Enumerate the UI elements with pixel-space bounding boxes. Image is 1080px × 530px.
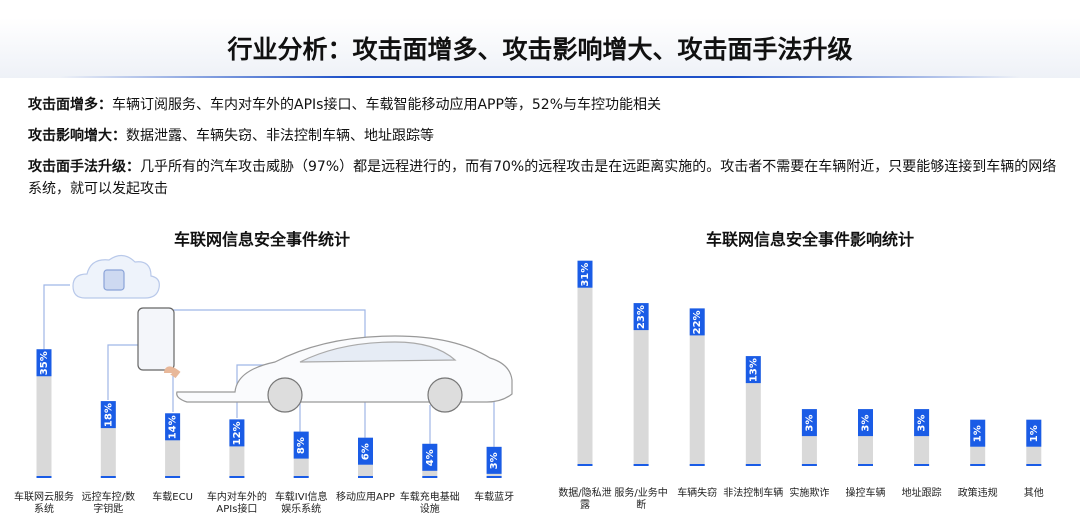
category-label: 政策违规 — [957, 488, 998, 499]
bar-cap — [689, 308, 705, 336]
bar — [689, 308, 705, 466]
value-label: 3% — [861, 415, 872, 432]
bar-cap — [801, 409, 817, 437]
value-label: 3% — [489, 452, 500, 469]
bar-base — [358, 476, 373, 478]
point: 攻击面增多：车辆订阅服务、车内对车外的APIs接口、车载智能移动应用APP等，5… — [28, 94, 1058, 116]
value-label: 12% — [232, 421, 243, 445]
chart-title: 车联网信息安全事件统计 — [173, 230, 350, 249]
category-label: 移动应用APP — [336, 492, 395, 503]
bar-cap — [36, 349, 52, 377]
car-wheel — [427, 377, 463, 413]
category-label: 远控车控/数字钥匙 — [81, 492, 135, 515]
bar-base — [100, 476, 116, 478]
category-label: 车载IVI信息娱乐系统 — [274, 492, 328, 515]
category-label: 车载蓝牙 — [474, 492, 515, 503]
category-label: 地址跟踪 — [901, 488, 942, 499]
value-label: 22% — [692, 310, 703, 334]
value-label: 23% — [636, 305, 647, 329]
point-text: 车辆订阅服务、车内对车外的APIs接口、车载智能移动应用APP等，52%与车控功… — [112, 97, 662, 113]
value-label: 4% — [425, 449, 436, 466]
car-wheel — [267, 377, 303, 413]
category-label: 数据/隐私泄露 — [558, 488, 612, 511]
bar-base — [970, 464, 986, 466]
point: 攻击影响增大：数据泄露、车辆失窃、非法控制车辆、地址跟踪等 — [28, 125, 1058, 147]
bar-cap — [745, 356, 761, 384]
bar-base — [745, 464, 761, 466]
bar-cap — [422, 443, 438, 471]
value-label: 35% — [39, 351, 50, 375]
bar-cap — [293, 431, 309, 459]
value-label: 3% — [804, 415, 815, 432]
point-text: 几乎所有的汽车攻击威胁（97%）都是远程进行的，而有70%的远程攻击是在远距离实… — [28, 159, 1057, 197]
category-label: 实施欺诈 — [789, 488, 830, 499]
bar-base — [633, 464, 649, 466]
bar-base — [422, 476, 438, 478]
value-label: 14% — [168, 415, 179, 439]
bar-cap — [229, 419, 245, 447]
hand — [164, 366, 181, 379]
point-label: 攻击面手法升级： — [28, 159, 140, 175]
bar-cap — [633, 303, 649, 331]
bar-cap — [577, 260, 593, 288]
value-label: 1% — [973, 425, 984, 442]
value-label: 3% — [917, 415, 928, 432]
value-label: 1% — [1029, 425, 1040, 442]
point: 攻击面手法升级：几乎所有的汽车攻击威胁（97%）都是远程进行的，而有70%的远程… — [28, 156, 1058, 200]
bar-base — [914, 464, 930, 466]
bar — [633, 303, 649, 466]
title-line — [60, 76, 1020, 78]
phone-icon — [137, 307, 175, 371]
bar-base — [293, 476, 309, 478]
bar-cap — [486, 446, 502, 474]
bar-cap — [358, 437, 373, 465]
value-label: 31% — [580, 263, 591, 287]
category-label: 操控车辆 — [845, 488, 886, 499]
category-label: 车载ECU — [152, 492, 193, 503]
bar-base — [36, 476, 52, 478]
value-label: 8% — [296, 437, 307, 454]
category-label: 车内对车外的APIs接口 — [206, 492, 267, 515]
bar — [577, 260, 593, 466]
connector — [43, 284, 70, 350]
point-label: 攻击影响增大： — [28, 128, 126, 144]
value-label: 13% — [748, 358, 759, 382]
chart-title: 车联网信息安全事件影响统计 — [705, 230, 914, 249]
bar-base — [858, 464, 873, 466]
category-label: 服务/业务中断 — [614, 488, 668, 511]
bar-cap — [970, 419, 986, 447]
bar-cap — [858, 409, 873, 437]
bar-cap — [914, 409, 930, 437]
title-band — [0, 18, 1080, 78]
connector — [107, 344, 140, 400]
category-label: 车联网云服务系统 — [14, 492, 74, 515]
value-label: 6% — [361, 443, 372, 460]
bar-cap — [165, 413, 181, 441]
bar — [36, 349, 52, 478]
car-window — [299, 341, 457, 363]
bar-base — [486, 476, 502, 478]
bar-base — [1026, 464, 1042, 466]
bar-cap — [100, 401, 116, 429]
bar-base — [577, 464, 593, 466]
illustration — [43, 254, 513, 448]
category-label: 非法控制车辆 — [723, 488, 784, 499]
bar-base — [689, 464, 705, 466]
value-label: 18% — [103, 403, 114, 427]
bar-base — [229, 476, 245, 478]
bar-base — [801, 464, 817, 466]
server-icon — [103, 269, 125, 291]
category-label: 其他 — [1023, 488, 1044, 499]
bar-base — [165, 476, 181, 478]
bar — [745, 356, 761, 466]
category-label: 车辆失窃 — [677, 488, 718, 499]
bar-cap — [1026, 419, 1042, 447]
category-label: 车载充电基础设施 — [399, 492, 460, 515]
point-text: 数据泄露、车辆失窃、非法控制车辆、地址跟踪等 — [126, 128, 434, 144]
point-label: 攻击面增多： — [28, 97, 112, 113]
slide-title: 行业分析：攻击面增多、攻击影响增大、攻击面手法升级 — [227, 35, 853, 64]
